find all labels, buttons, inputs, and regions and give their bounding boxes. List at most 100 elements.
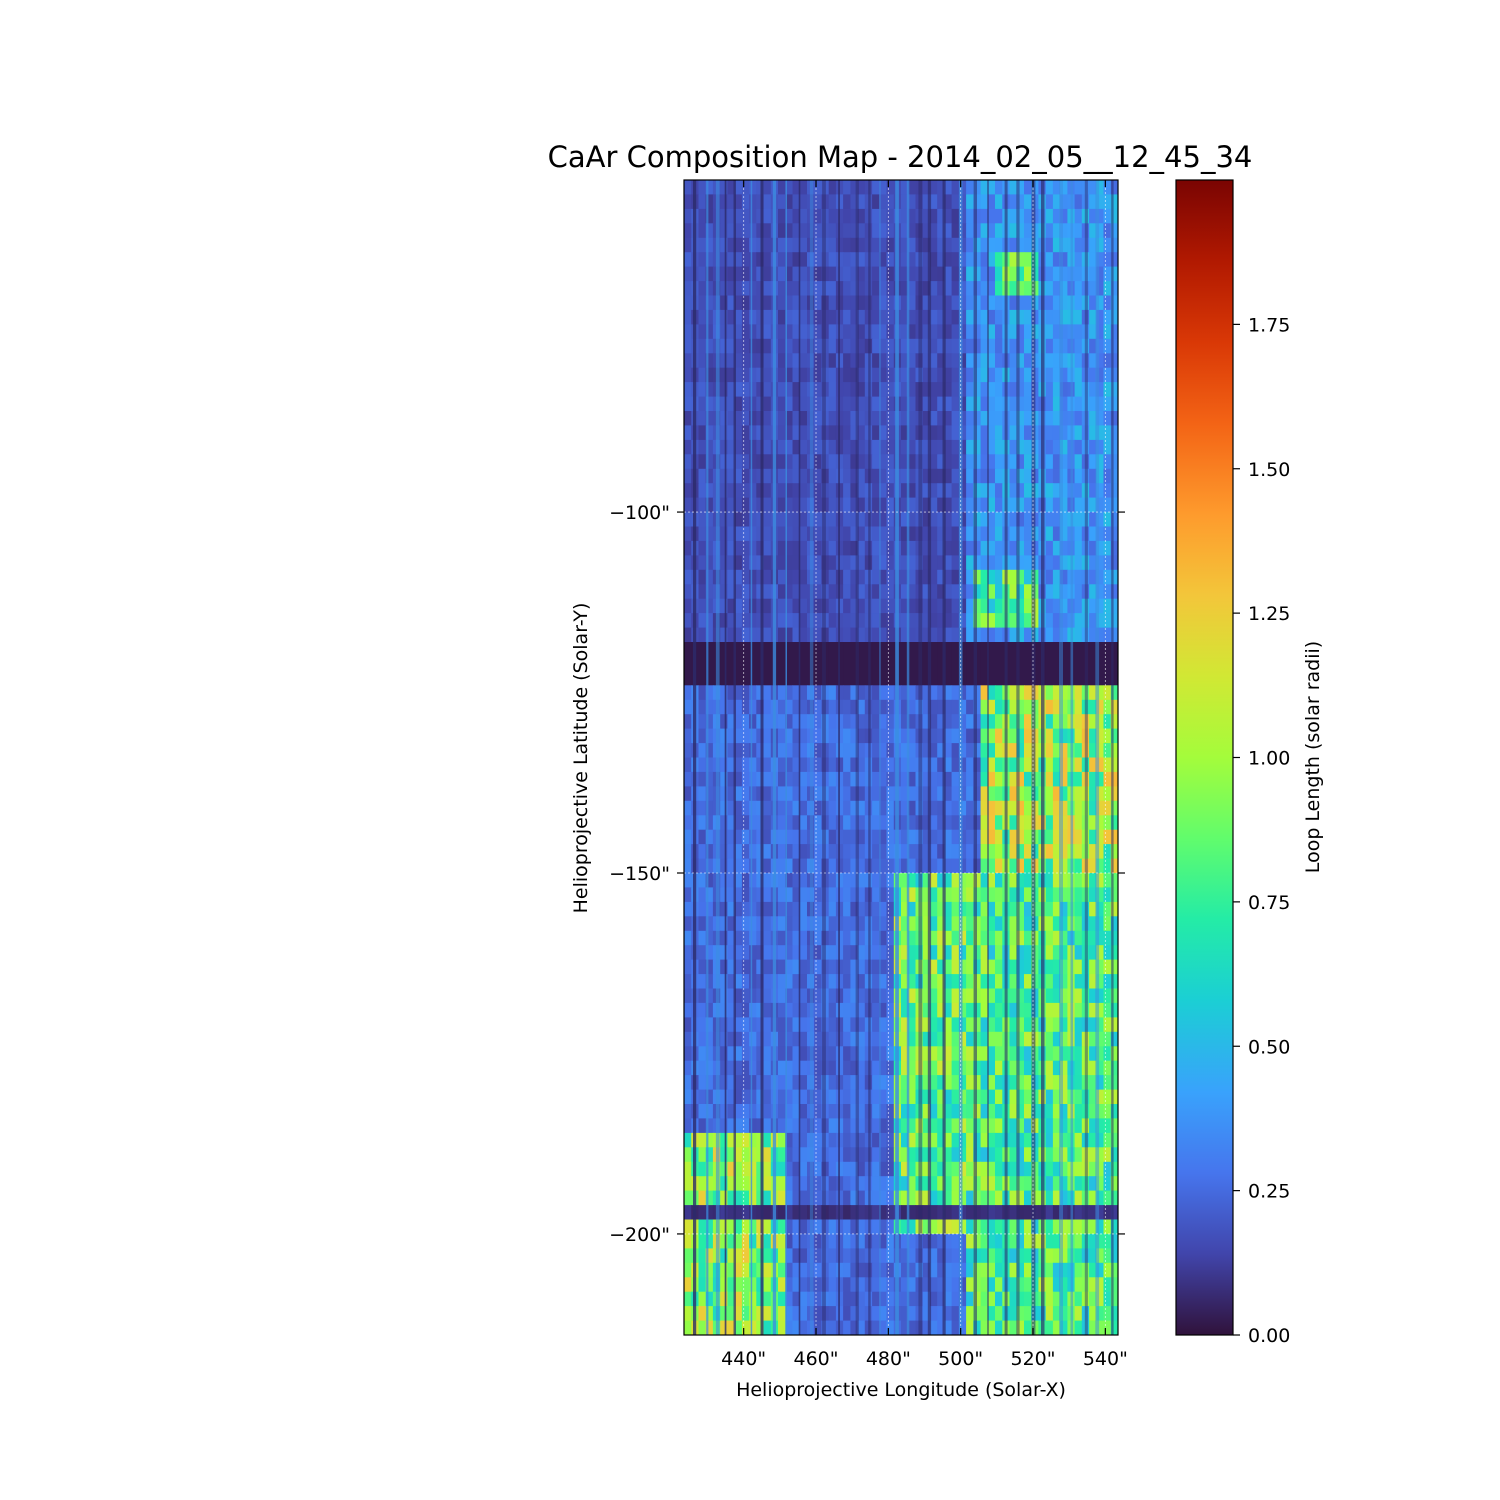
- heatmap-cell: [778, 930, 786, 946]
- heatmap-cell: [995, 338, 1003, 354]
- heatmap-cell: [756, 786, 765, 802]
- heatmap-cell: [799, 656, 808, 672]
- heatmap-cell: [980, 1233, 989, 1249]
- heatmap-cell: [987, 743, 996, 759]
- heatmap-cell: [850, 901, 859, 917]
- heatmap-cell: [741, 237, 750, 253]
- heatmap-cell: [879, 1205, 888, 1221]
- heatmap-cell: [1016, 584, 1025, 600]
- heatmap-cell: [684, 540, 692, 556]
- heatmap-cell: [828, 1089, 837, 1105]
- heatmap-cell: [958, 425, 967, 441]
- heatmap-cell: [872, 309, 880, 325]
- heatmap-cell: [1024, 800, 1032, 816]
- heatmap-cell: [749, 743, 757, 759]
- heatmap-cell: [937, 771, 945, 787]
- heatmap-cell: [1052, 627, 1061, 643]
- heatmap-cell: [1009, 627, 1018, 643]
- heatmap-cell: [879, 988, 888, 1004]
- heatmap-cell: [698, 1017, 707, 1033]
- heatmap-cell: [1110, 930, 1118, 946]
- heatmap-cell: [720, 771, 728, 787]
- heatmap-cell: [734, 180, 743, 195]
- heatmap-cell: [734, 1132, 743, 1148]
- heatmap-cell: [980, 858, 989, 874]
- heatmap-cell: [785, 1176, 794, 1192]
- heatmap-cell: [799, 786, 808, 802]
- heatmap-cell: [756, 382, 765, 398]
- heatmap-cell: [778, 281, 786, 297]
- heatmap-cell: [763, 786, 772, 802]
- heatmap-cell: [1074, 1205, 1083, 1221]
- heatmap-cell: [741, 757, 750, 773]
- heatmap-cell: [1081, 367, 1090, 383]
- heatmap-cell: [944, 656, 953, 672]
- heatmap-cell: [763, 1219, 772, 1235]
- heatmap-cell: [966, 367, 974, 383]
- heatmap-cell: [1110, 627, 1118, 643]
- heatmap-cell: [937, 743, 945, 759]
- heatmap-cell: [741, 974, 750, 990]
- heatmap-cell: [995, 1205, 1003, 1221]
- heatmap-cell: [922, 1118, 931, 1134]
- heatmap-cell: [922, 309, 931, 325]
- heatmap-cell: [785, 439, 794, 455]
- heatmap-cell: [987, 771, 996, 787]
- heatmap-cell: [937, 916, 945, 932]
- heatmap-cell: [1081, 1075, 1090, 1091]
- heatmap-cell: [915, 1031, 924, 1047]
- heatmap-cell: [995, 627, 1003, 643]
- heatmap-cells: [684, 180, 1118, 1335]
- heatmap-cell: [922, 555, 931, 571]
- heatmap-cell: [908, 1104, 916, 1119]
- heatmap-cell: [705, 439, 714, 455]
- heatmap-cell: [901, 887, 909, 903]
- heatmap-cell: [792, 555, 801, 571]
- heatmap-cell: [705, 1190, 714, 1206]
- heatmap-cell: [966, 1320, 974, 1335]
- heatmap-cell: [1024, 1248, 1032, 1264]
- heatmap-cell: [821, 1017, 830, 1033]
- heatmap-cell: [727, 425, 736, 441]
- heatmap-cell: [741, 1046, 750, 1062]
- heatmap-cell: [1024, 901, 1032, 917]
- heatmap-cell: [886, 584, 895, 600]
- heatmap-cell: [698, 670, 707, 686]
- heatmap-cell: [1024, 1306, 1032, 1322]
- heatmap-cell: [720, 1075, 728, 1091]
- heatmap-cell: [741, 540, 750, 556]
- heatmap-cell: [778, 526, 786, 542]
- heatmap-cell: [1009, 598, 1018, 614]
- heatmap-cell: [720, 858, 728, 874]
- heatmap-cell: [901, 974, 909, 990]
- heatmap-cell: [1045, 757, 1054, 773]
- heatmap-cell: [1074, 237, 1083, 253]
- heatmap-cell: [1081, 1046, 1090, 1062]
- heatmap-cell: [951, 569, 960, 585]
- heatmap-cell: [778, 367, 786, 383]
- heatmap-cell: [1052, 844, 1061, 860]
- heatmap-cell: [749, 728, 757, 744]
- heatmap-cell: [843, 1060, 851, 1076]
- heatmap-cell: [879, 800, 888, 816]
- heatmap-cell: [879, 829, 888, 845]
- heatmap-cell: [995, 1017, 1003, 1033]
- heatmap-cell: [958, 771, 967, 787]
- heatmap-cell: [987, 382, 996, 398]
- heatmap-cell: [966, 699, 974, 715]
- heatmap-cell: [705, 1262, 714, 1278]
- heatmap-cell: [705, 1277, 714, 1293]
- heatmap-cell: [908, 584, 916, 600]
- heatmap-cell: [734, 1190, 743, 1206]
- heatmap-cell: [741, 252, 750, 268]
- heatmap-cell: [850, 1017, 859, 1033]
- heatmap-cell: [1016, 1190, 1025, 1206]
- heatmap-cell: [1103, 1219, 1112, 1235]
- heatmap-cell: [828, 1291, 837, 1307]
- heatmap-cell: [843, 670, 851, 686]
- heatmap-cell: [951, 873, 960, 888]
- heatmap-cell: [814, 180, 822, 195]
- heatmap-cell: [1074, 858, 1083, 874]
- heatmap-cell: [929, 1248, 938, 1264]
- heatmap-cell: [1096, 1075, 1105, 1091]
